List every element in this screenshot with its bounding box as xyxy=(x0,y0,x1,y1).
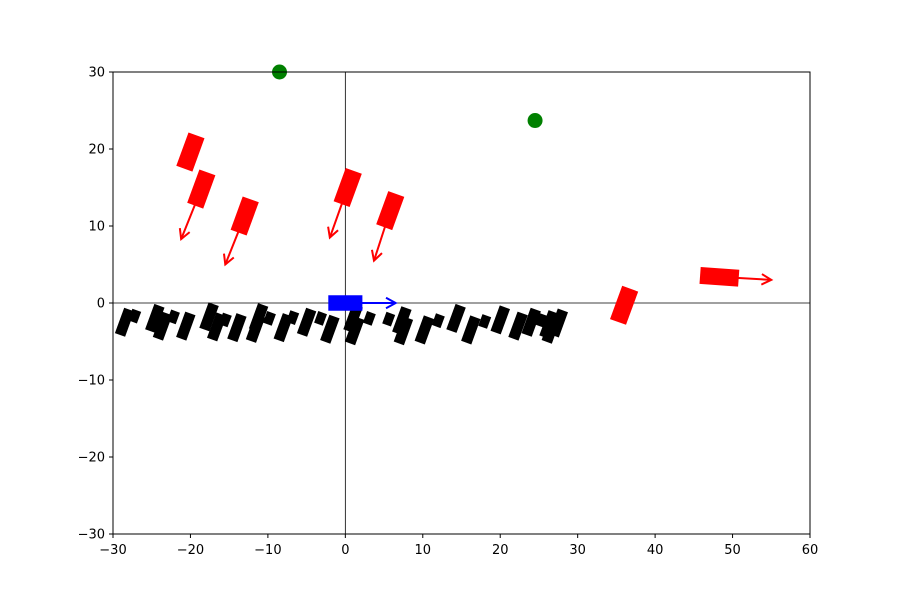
plot-area xyxy=(112,64,811,535)
parked-car xyxy=(548,308,568,338)
parked-car xyxy=(344,316,365,346)
parked-car xyxy=(296,307,317,337)
moving-obstacle xyxy=(610,285,639,325)
parked-car xyxy=(343,303,363,333)
parked-car xyxy=(521,307,541,337)
y-tick-label: 0 xyxy=(97,297,105,312)
zero-lines xyxy=(113,72,810,534)
parked-car xyxy=(245,313,266,343)
parked-car xyxy=(145,303,165,333)
parked-car xyxy=(152,311,173,341)
obstacle-velocity-arrow xyxy=(178,188,203,242)
parked-car xyxy=(478,314,492,329)
parked-car xyxy=(393,316,414,346)
y-tick-label: −20 xyxy=(78,451,105,466)
goal-point xyxy=(527,113,543,129)
parked-car xyxy=(176,311,196,341)
y-tick-label: 20 xyxy=(88,143,105,158)
x-tick-label: 20 xyxy=(492,543,509,558)
x-tick-label: 10 xyxy=(415,543,432,558)
parked-car xyxy=(320,314,340,344)
y-tick-label: −30 xyxy=(78,528,105,543)
x-axis: −30 −20 −10 0 10 20 30 40 50 60 xyxy=(99,534,818,558)
y-tick-label: 10 xyxy=(88,220,105,235)
parked-car xyxy=(128,308,142,324)
parked-car xyxy=(508,311,528,341)
y-tick-label: 30 xyxy=(88,66,105,81)
parked-car xyxy=(166,309,180,325)
y-axis: −30 −20 −10 0 10 20 30 xyxy=(78,66,113,543)
parked-car xyxy=(199,302,219,332)
x-tick-label: −10 xyxy=(254,543,281,558)
x-tick-label: 50 xyxy=(724,543,741,558)
parked-car xyxy=(114,307,135,337)
parked-car xyxy=(414,315,435,345)
x-tick-label: 40 xyxy=(647,543,664,558)
ego-velocity-arrow xyxy=(345,296,398,310)
parked-car xyxy=(490,305,510,335)
x-tick-label: −30 xyxy=(99,543,126,558)
parked-car xyxy=(218,312,232,328)
obstacle-velocity-arrow xyxy=(327,187,349,240)
parked-car xyxy=(382,311,396,327)
parked-car xyxy=(286,310,300,325)
parked-car xyxy=(362,311,376,326)
x-tick-label: 30 xyxy=(569,543,586,558)
parked-car xyxy=(461,315,481,345)
obstacle-velocity-arrow xyxy=(719,273,774,286)
parked-car xyxy=(446,303,466,333)
x-tick-label: 0 xyxy=(341,543,349,558)
moving-obstacle xyxy=(230,196,259,236)
x-tick-label: 60 xyxy=(802,543,819,558)
moving-obstacle xyxy=(333,168,362,207)
goals-layer xyxy=(272,64,543,129)
obstacle-velocity-arrow xyxy=(222,215,246,267)
parked-car xyxy=(263,311,276,326)
moving-obstacle xyxy=(176,132,205,172)
marks-layer xyxy=(114,132,774,346)
x-tick-label: −20 xyxy=(177,543,204,558)
parked-car xyxy=(314,311,327,326)
obstacle-velocity-arrow xyxy=(370,210,392,263)
parked-car xyxy=(431,313,445,329)
y-tick-label: −10 xyxy=(78,374,105,389)
parked-car xyxy=(227,313,247,343)
